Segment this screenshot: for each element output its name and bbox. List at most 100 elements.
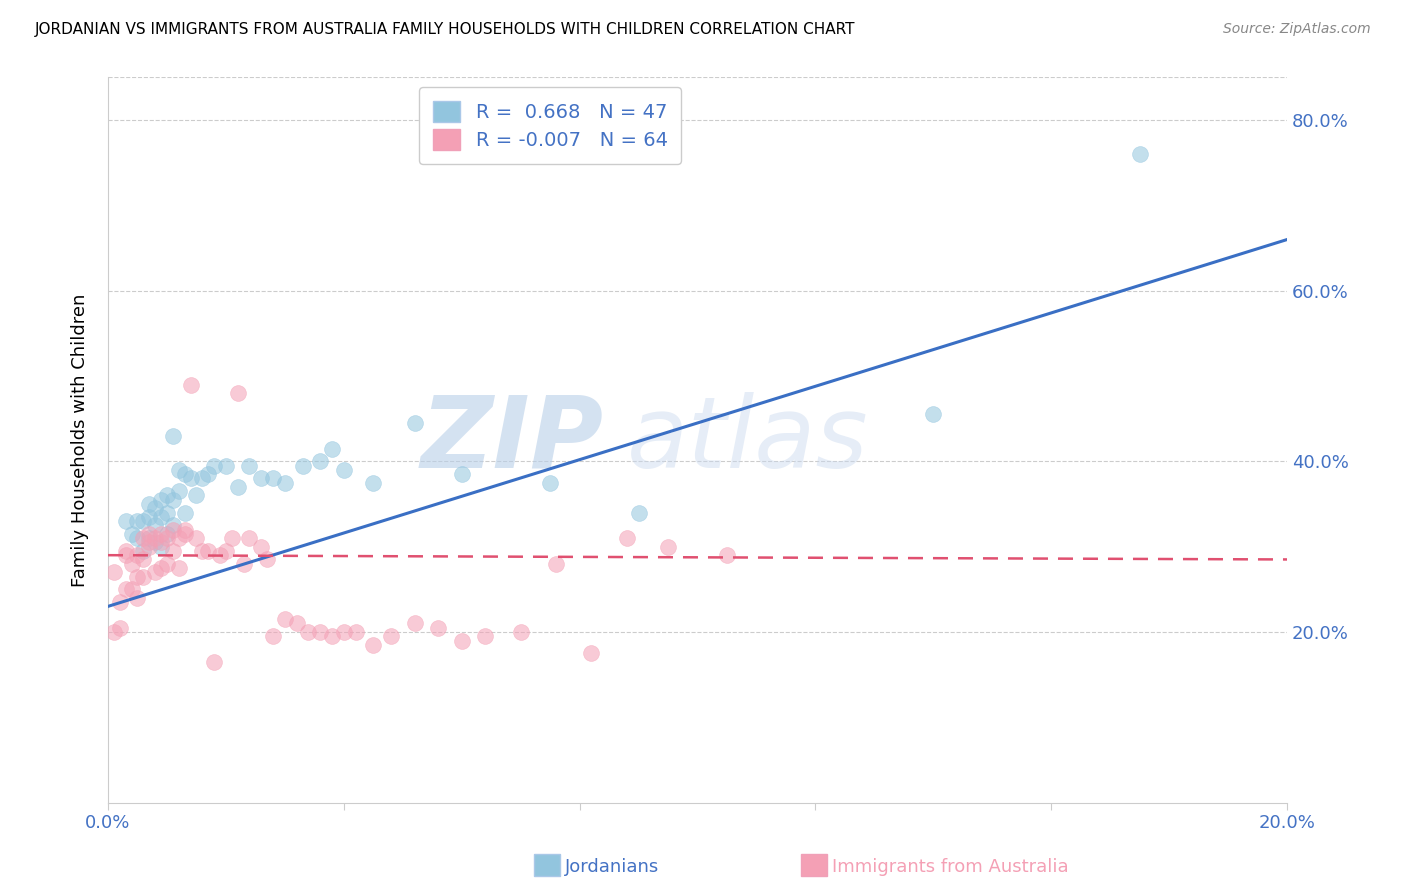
Point bbox=[167, 561, 190, 575]
Point bbox=[132, 531, 155, 545]
Point bbox=[186, 531, 208, 545]
Y-axis label: Family Households with Children: Family Households with Children bbox=[72, 293, 89, 587]
Point bbox=[232, 557, 254, 571]
Point bbox=[138, 540, 160, 554]
Point bbox=[173, 523, 195, 537]
Point bbox=[143, 566, 166, 580]
Point bbox=[238, 531, 260, 545]
Point bbox=[274, 612, 297, 626]
Point bbox=[127, 591, 149, 605]
Point bbox=[627, 506, 650, 520]
Point bbox=[114, 514, 136, 528]
Point bbox=[138, 526, 160, 541]
Point bbox=[156, 531, 179, 545]
Point bbox=[1129, 147, 1152, 161]
Point bbox=[238, 458, 260, 473]
Point bbox=[127, 531, 149, 545]
Point bbox=[191, 544, 214, 558]
Point bbox=[202, 458, 225, 473]
Point bbox=[226, 480, 249, 494]
Point bbox=[150, 526, 173, 541]
Point bbox=[132, 552, 155, 566]
Point bbox=[197, 544, 219, 558]
Point bbox=[450, 633, 472, 648]
Point bbox=[173, 467, 195, 482]
Point bbox=[143, 531, 166, 545]
Point bbox=[156, 488, 179, 502]
Point bbox=[167, 463, 190, 477]
Point bbox=[380, 629, 402, 643]
Point bbox=[180, 471, 202, 485]
Text: Immigrants from Australia: Immigrants from Australia bbox=[832, 858, 1069, 876]
Point bbox=[127, 548, 149, 562]
Point bbox=[127, 569, 149, 583]
Point bbox=[344, 624, 367, 639]
Point bbox=[132, 514, 155, 528]
Point bbox=[114, 582, 136, 597]
Point bbox=[156, 506, 179, 520]
Point bbox=[132, 544, 155, 558]
Point bbox=[121, 557, 143, 571]
Point bbox=[226, 386, 249, 401]
Point bbox=[108, 595, 131, 609]
Point bbox=[221, 531, 243, 545]
Point bbox=[138, 535, 160, 549]
Point bbox=[180, 377, 202, 392]
Legend: R =  0.668   N = 47, R = -0.007   N = 64: R = 0.668 N = 47, R = -0.007 N = 64 bbox=[419, 87, 681, 163]
Point bbox=[404, 616, 426, 631]
Point bbox=[143, 501, 166, 516]
Point bbox=[197, 467, 219, 482]
Point bbox=[167, 531, 190, 545]
Point bbox=[143, 535, 166, 549]
Text: ZIP: ZIP bbox=[420, 392, 603, 489]
Point bbox=[127, 514, 149, 528]
Point bbox=[138, 497, 160, 511]
Point bbox=[173, 506, 195, 520]
Point bbox=[150, 492, 173, 507]
Point bbox=[333, 463, 356, 477]
Point bbox=[262, 471, 284, 485]
Point bbox=[114, 548, 136, 562]
Point bbox=[256, 552, 278, 566]
Text: Source: ZipAtlas.com: Source: ZipAtlas.com bbox=[1223, 22, 1371, 37]
Point bbox=[108, 621, 131, 635]
Point bbox=[544, 557, 567, 571]
Point bbox=[427, 621, 450, 635]
Point bbox=[262, 629, 284, 643]
Point bbox=[162, 429, 184, 443]
Point bbox=[538, 475, 561, 490]
Point bbox=[138, 531, 160, 545]
Point bbox=[121, 526, 143, 541]
Point bbox=[333, 624, 356, 639]
Point bbox=[716, 548, 738, 562]
Point bbox=[143, 518, 166, 533]
Text: atlas: atlas bbox=[627, 392, 869, 489]
Point bbox=[509, 624, 531, 639]
Text: Jordanians: Jordanians bbox=[565, 858, 659, 876]
Point bbox=[922, 408, 945, 422]
Point bbox=[103, 624, 125, 639]
Point bbox=[162, 518, 184, 533]
Point bbox=[321, 629, 343, 643]
Point bbox=[474, 629, 496, 643]
Point bbox=[132, 569, 155, 583]
Point bbox=[285, 616, 308, 631]
Point bbox=[616, 531, 638, 545]
Point bbox=[404, 416, 426, 430]
Point bbox=[173, 526, 195, 541]
Point bbox=[150, 561, 173, 575]
Point bbox=[450, 467, 472, 482]
Point bbox=[138, 509, 160, 524]
Point bbox=[150, 540, 173, 554]
Point bbox=[274, 475, 297, 490]
Point bbox=[202, 655, 225, 669]
Point bbox=[215, 458, 238, 473]
Point bbox=[361, 638, 384, 652]
Point bbox=[191, 471, 214, 485]
Point bbox=[150, 535, 173, 549]
Point bbox=[297, 624, 319, 639]
Point bbox=[250, 540, 273, 554]
Point bbox=[309, 624, 332, 639]
Point bbox=[309, 454, 332, 468]
Text: JORDANIAN VS IMMIGRANTS FROM AUSTRALIA FAMILY HOUSEHOLDS WITH CHILDREN CORRELATI: JORDANIAN VS IMMIGRANTS FROM AUSTRALIA F… bbox=[35, 22, 856, 37]
